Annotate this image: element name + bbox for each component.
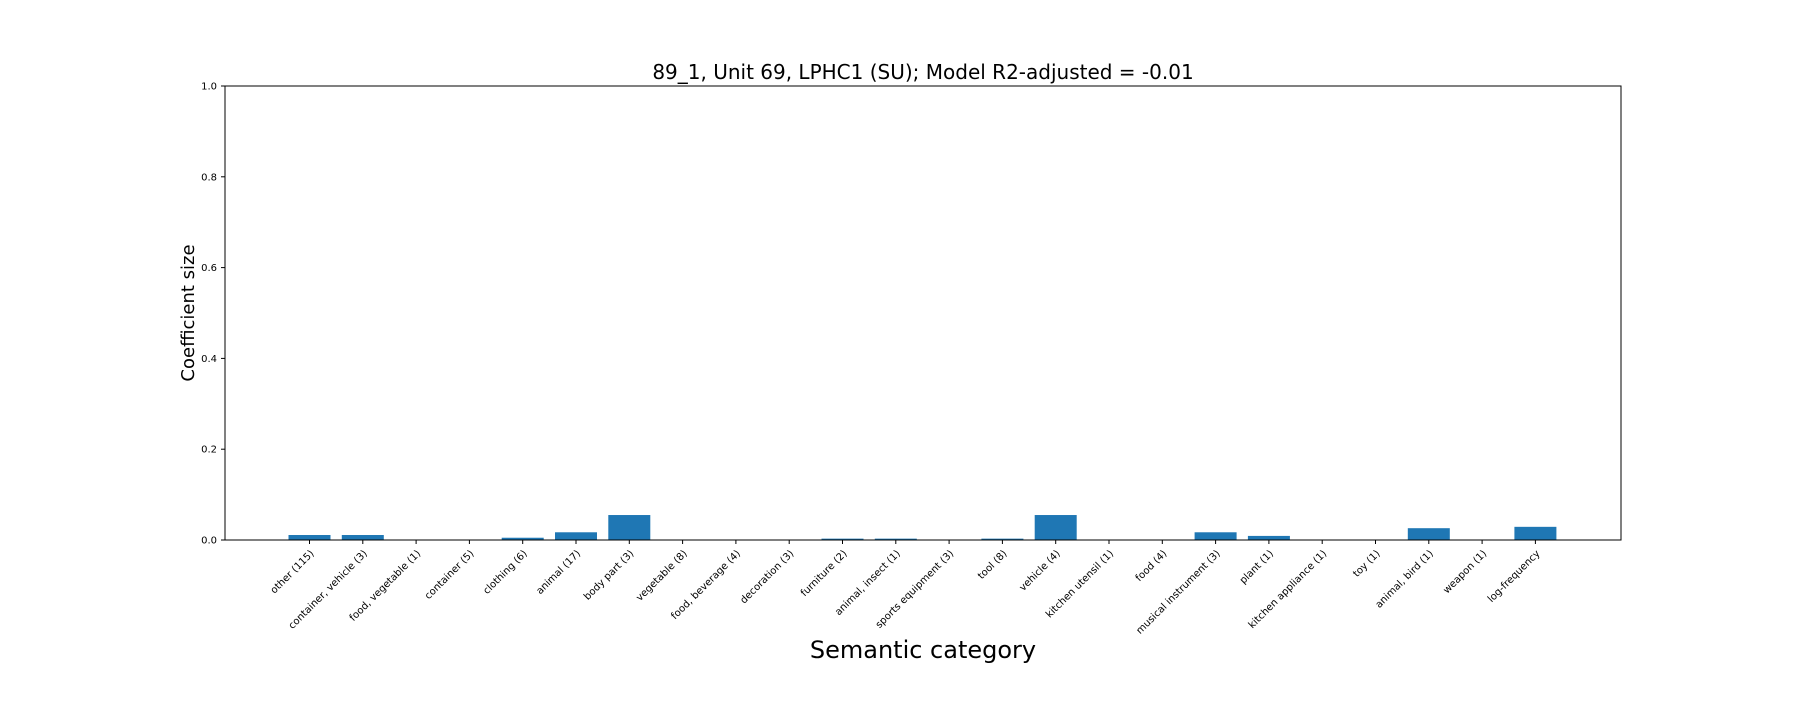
plot-frame xyxy=(224,85,1622,541)
bar xyxy=(1247,535,1290,540)
y-tick-label: 0.0 xyxy=(201,536,217,547)
x-tick-label: log-frequency xyxy=(1486,548,1543,605)
x-tick-label: decoration (3) xyxy=(738,548,796,606)
x-tick-label: toy (1) xyxy=(1351,548,1382,579)
x-tick-label: body part (3) xyxy=(582,548,636,602)
x-tick-label: other (115) xyxy=(269,548,317,596)
x-tick-label: plant (1) xyxy=(1238,548,1276,586)
bar xyxy=(1194,532,1237,540)
x-tick-label: animal (17) xyxy=(535,548,584,597)
x-tick-label: clothing (6) xyxy=(481,548,529,596)
x-tick-label: vegetable (8) xyxy=(634,548,689,603)
y-tick-label: 1.0 xyxy=(201,82,217,93)
x-axis-label: Semantic category xyxy=(810,636,1036,664)
bar xyxy=(608,515,651,540)
bar xyxy=(288,535,331,540)
bar xyxy=(501,537,544,540)
x-tick-label: furniture (2) xyxy=(799,548,850,599)
bar xyxy=(1407,528,1450,540)
x-axis: other (115)container, vehicle (3)food, v… xyxy=(269,540,1543,637)
bar xyxy=(874,538,917,540)
bar xyxy=(821,538,864,540)
y-tick-label: 0.2 xyxy=(201,445,217,456)
bar xyxy=(1514,526,1557,540)
x-tick-label: vehicle (4) xyxy=(1018,548,1063,593)
y-axis-label: Coefficient size xyxy=(178,244,199,381)
bar xyxy=(341,535,384,540)
bar xyxy=(981,538,1024,540)
y-tick-label: 0.6 xyxy=(201,263,217,274)
x-tick-label: container (5) xyxy=(423,548,477,602)
x-tick-label: tool (8) xyxy=(976,548,1010,582)
y-tick-label: 0.4 xyxy=(201,354,217,365)
y-tick-label: 0.8 xyxy=(201,172,217,183)
chart-title: 89_1, Unit 69, LPHC1 (SU); Model R2-adju… xyxy=(652,60,1193,84)
x-tick-label: food (4) xyxy=(1134,548,1170,584)
y-axis: 0.0 0.2 0.4 0.6 0.8 1.0 xyxy=(201,82,225,547)
x-tick-label: animal, bird (1) xyxy=(1374,548,1436,610)
bar xyxy=(555,532,597,540)
bar xyxy=(1034,515,1077,540)
bars xyxy=(288,515,1557,540)
x-tick-label: weapon (1) xyxy=(1441,548,1489,596)
